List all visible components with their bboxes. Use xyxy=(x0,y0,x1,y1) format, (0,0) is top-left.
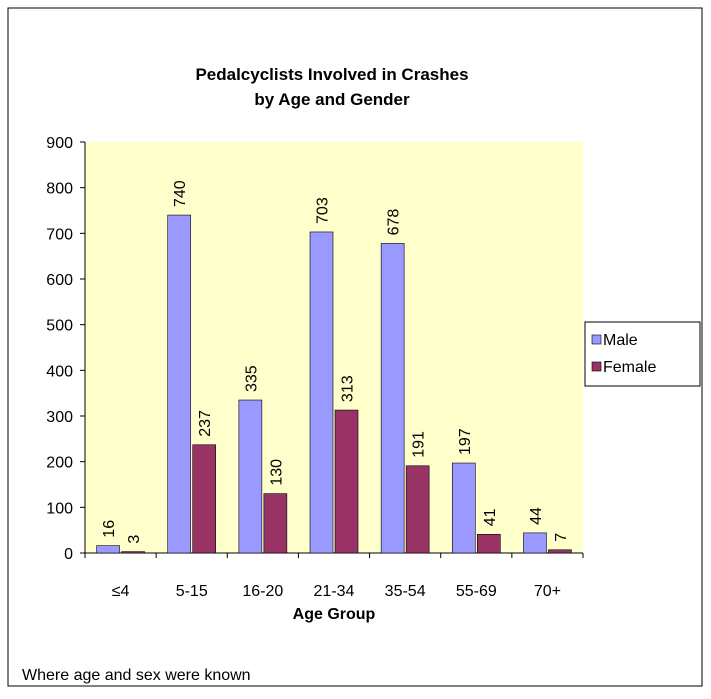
bar xyxy=(476,533,501,554)
chart-title: by Age and Gender xyxy=(254,90,410,109)
data-label: 678 xyxy=(386,209,403,236)
y-tick-label: 600 xyxy=(46,272,73,289)
data-label: 197 xyxy=(457,428,474,455)
data-label: 740 xyxy=(172,180,189,207)
y-tick-label: 700 xyxy=(46,226,73,243)
chart-title: Pedalcyclists Involved in Crashes xyxy=(195,65,468,84)
data-label: 41 xyxy=(482,508,499,526)
x-tick-label: 21-34 xyxy=(314,583,355,600)
x-tick-label: 5-15 xyxy=(176,583,208,600)
bar xyxy=(380,243,405,554)
data-label: 44 xyxy=(528,507,545,525)
bar xyxy=(238,399,263,554)
plot-area xyxy=(85,142,583,553)
y-tick-label: 100 xyxy=(46,500,73,517)
bar xyxy=(405,465,430,554)
legend-label: Female xyxy=(603,359,656,376)
y-tick-label: 500 xyxy=(46,318,73,335)
bar xyxy=(548,549,572,554)
legend-swatch xyxy=(591,361,602,372)
data-label: 3 xyxy=(126,535,143,544)
data-label: 130 xyxy=(268,459,285,486)
x-tick-label: 70+ xyxy=(534,583,561,600)
legend-swatch xyxy=(591,334,602,345)
data-label: 191 xyxy=(411,431,428,458)
bar xyxy=(451,462,476,554)
x-tick-label: ≤4 xyxy=(112,583,130,600)
footnote: Where age and sex were known xyxy=(22,667,251,684)
data-label: 7 xyxy=(553,533,570,542)
bar xyxy=(167,214,192,554)
y-tick-label: 800 xyxy=(46,181,73,198)
bar xyxy=(334,409,359,554)
legend-box xyxy=(584,321,701,387)
data-label: 16 xyxy=(101,520,118,538)
y-tick-label: 300 xyxy=(46,409,73,426)
y-tick-label: 200 xyxy=(46,455,73,472)
y-tick-label: 0 xyxy=(64,546,73,563)
bar xyxy=(121,551,145,554)
x-tick-label: 55-69 xyxy=(456,583,497,600)
y-tick-label: 400 xyxy=(46,363,73,380)
data-label: 313 xyxy=(340,375,357,402)
bar xyxy=(192,444,217,554)
x-tick-label: 35-54 xyxy=(385,583,426,600)
bar xyxy=(309,231,334,554)
bar xyxy=(96,545,120,554)
legend-label: Male xyxy=(603,332,638,349)
data-label: 335 xyxy=(243,365,260,392)
data-label: 237 xyxy=(197,410,214,437)
bar xyxy=(263,493,288,554)
data-label: 703 xyxy=(315,197,332,224)
y-tick-label: 900 xyxy=(46,135,73,152)
x-axis-label: Age Group xyxy=(293,606,376,623)
x-tick-label: 16-20 xyxy=(242,583,283,600)
bar xyxy=(523,532,547,554)
